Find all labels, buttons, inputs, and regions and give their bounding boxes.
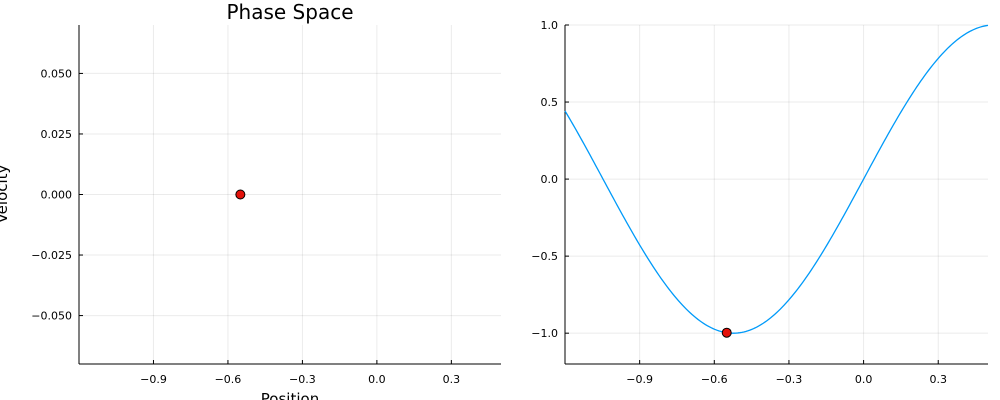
- left-x-tick-label: 0.3: [443, 373, 461, 386]
- left-y-tick-label: 0.000: [41, 189, 73, 202]
- left-x-tick-label: −0.3: [289, 373, 316, 386]
- phase-state-point: [235, 189, 246, 200]
- right-marks: [564, 24, 989, 338]
- right-y-tick-label: −0.5: [531, 250, 558, 263]
- left-x-axis-title: Position: [261, 390, 319, 400]
- right-x-tick-label: 0.3: [929, 373, 947, 386]
- right-ticks: −0.9 −0.6 −0.3 0.0 0.3 −1.0 −0.5 0.0 0.5 1.0: [531, 19, 947, 386]
- right-y-tick-label: 0.5: [541, 96, 559, 109]
- left-x-tick-label: −0.6: [215, 373, 242, 386]
- right-y-tick-label: 0.0: [541, 173, 559, 186]
- left-chart-title: Phase Space: [226, 0, 353, 24]
- potential-curve: [564, 24, 989, 334]
- right-x-tick-label: −0.9: [626, 373, 653, 386]
- left-y-tick-label: 0.050: [41, 67, 73, 80]
- left-ticks: −0.9 −0.6 −0.3 0.0 0.3 −0.050 −0.025 0.000 0.025…: [31, 67, 460, 386]
- right-x-tick-label: 0.0: [855, 373, 873, 386]
- position-marker-point: [721, 327, 732, 338]
- potential-panel: −0.9 −0.6 −0.3 0.0 0.3 −1.0 −0.5 0.0 0.5 1.0: [531, 19, 989, 386]
- left-grid: [79, 25, 501, 364]
- left-y-axis-title: Velocity: [0, 164, 11, 223]
- phase-space-panel: −0.9 −0.6 −0.3 0.0 0.3 −0.050 −0.025 0.000 0.025…: [0, 0, 501, 400]
- right-grid: [565, 24, 988, 364]
- left-y-tick-label: −0.025: [31, 249, 72, 262]
- right-x-tick-label: −0.3: [776, 373, 803, 386]
- left-x-tick-label: 0.0: [368, 373, 386, 386]
- right-y-tick-label: 1.0: [541, 19, 559, 32]
- right-y-tick-label: −1.0: [531, 327, 558, 340]
- left-y-tick-label: −0.050: [31, 310, 72, 323]
- left-marks: [235, 189, 246, 200]
- left-y-tick-label: 0.025: [41, 128, 73, 141]
- left-x-tick-label: −0.9: [140, 373, 167, 386]
- right-x-tick-label: −0.6: [701, 373, 728, 386]
